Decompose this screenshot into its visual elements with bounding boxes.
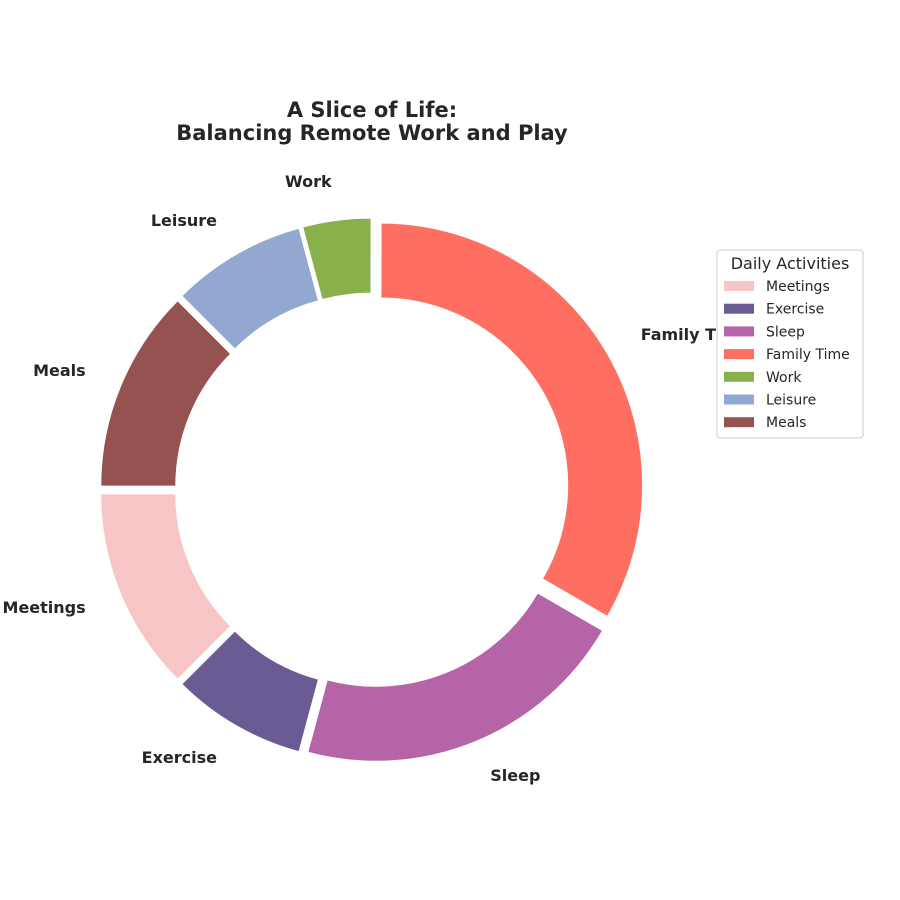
slice-leisure <box>181 227 320 350</box>
legend-swatch-work <box>724 371 754 382</box>
legend-swatch-sleep <box>724 326 754 337</box>
slice-sleep <box>307 592 604 762</box>
legend-title: Daily Activities <box>731 254 850 273</box>
legend-label-work: Work <box>766 370 802 386</box>
legend-frame <box>716 249 864 439</box>
slice-label-sleep: Sleep <box>490 766 540 785</box>
legend-items: Meetings Exercise Sleep Family Time Work Leis… <box>724 279 850 431</box>
legend-label-family-time: Family Time <box>766 347 850 363</box>
legend-swatch-meetings <box>724 281 754 291</box>
legend-swatch-family-time <box>724 349 754 360</box>
slice-exercise <box>181 630 320 753</box>
legend-swatch-exercise <box>724 303 754 314</box>
chart-title-line-1: A Slice of Life: <box>287 98 457 122</box>
legend-label-leisure: Leisure <box>766 393 816 409</box>
legend-swatch-leisure <box>724 394 754 405</box>
slice-label-leisure: Leisure <box>151 211 217 230</box>
slice-label-meals: Meals <box>33 361 86 380</box>
slice-work <box>302 217 372 301</box>
chart-title-line-2: Balancing Remote Work and Play <box>176 121 568 145</box>
slice-meals <box>100 300 232 487</box>
legend: Daily Activities Meetings Exercise Sleep Fa… <box>716 249 864 439</box>
legend-label-exercise: Exercise <box>766 302 824 318</box>
legend-label-meetings: Meetings <box>766 279 830 295</box>
slice-family-time <box>380 222 644 618</box>
legend-swatch-meals <box>724 417 754 428</box>
slice-label-exercise: Exercise <box>142 748 217 767</box>
slice-label-meetings: Meetings <box>3 598 86 617</box>
slice-meetings <box>100 493 232 680</box>
legend-label-sleep: Sleep <box>766 324 805 340</box>
legend-label-meals: Meals <box>766 415 806 431</box>
donut-slices <box>100 217 644 762</box>
slice-label-work: Work <box>285 172 332 191</box>
